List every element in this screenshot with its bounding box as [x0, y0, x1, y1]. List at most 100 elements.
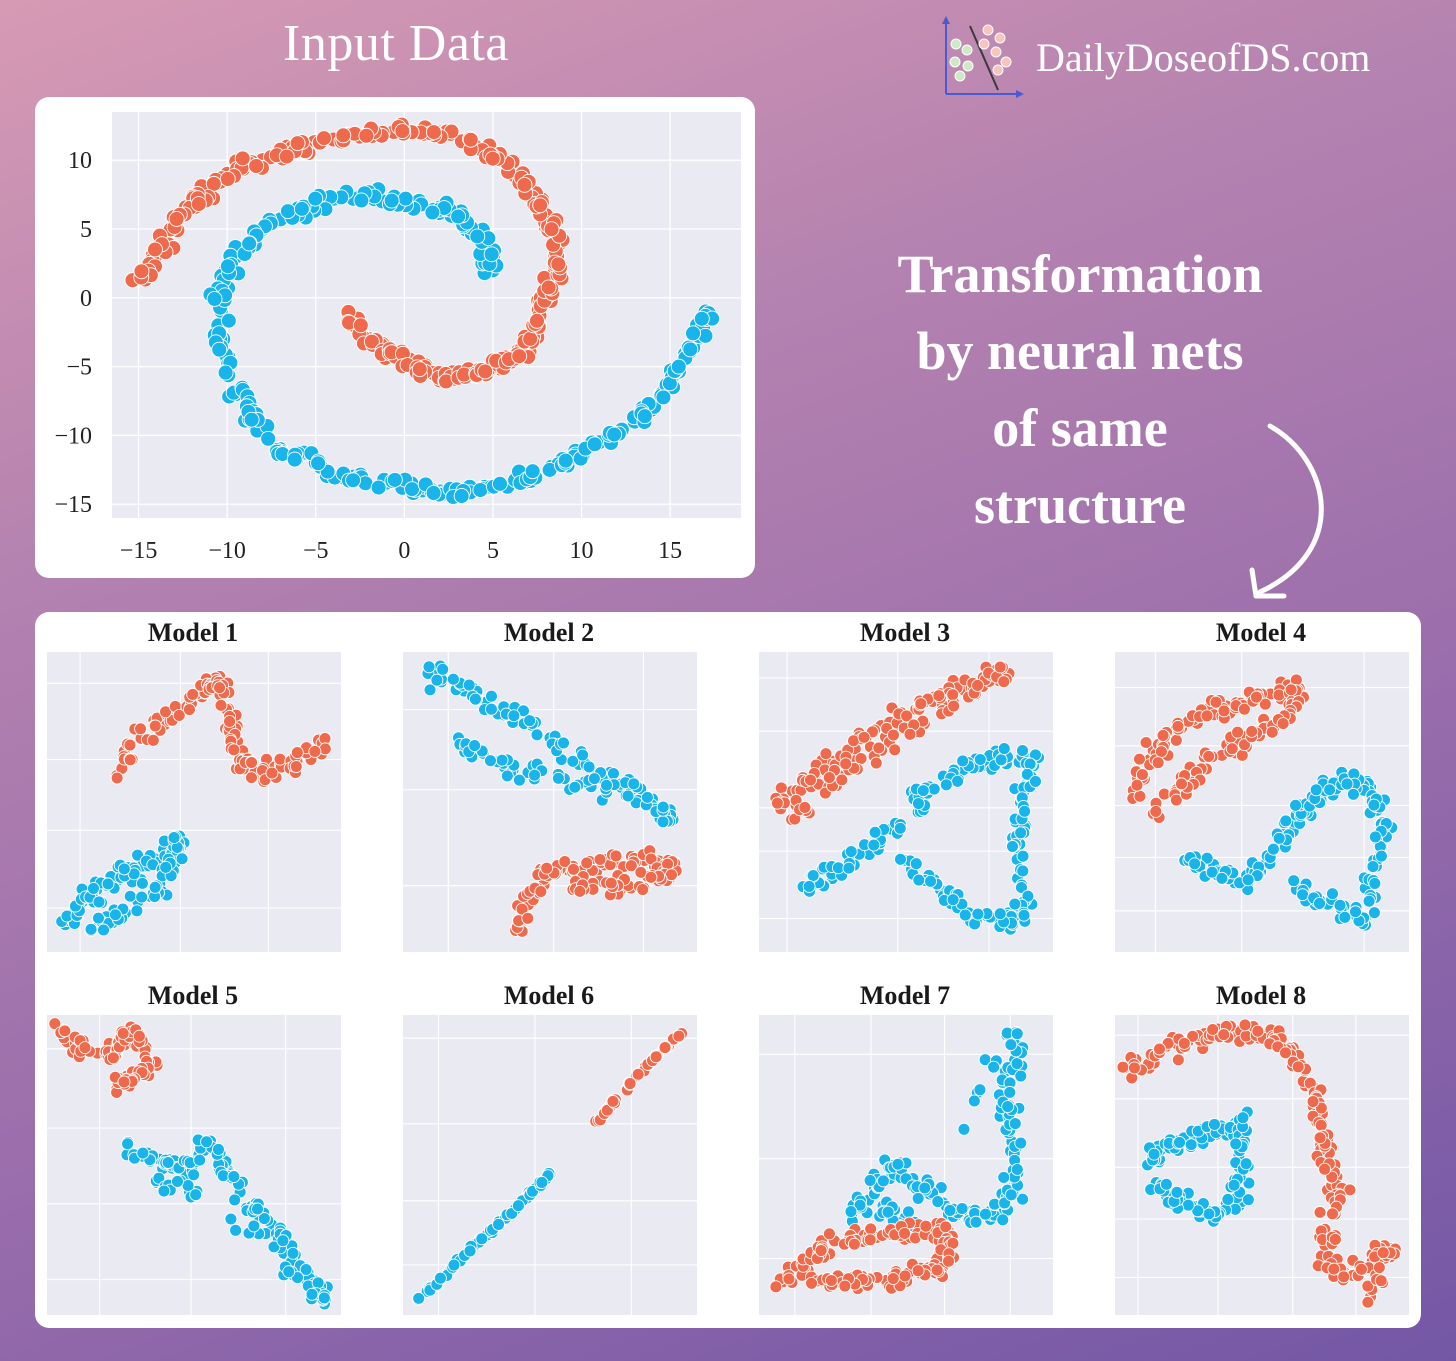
model-5-series-2-sample [267, 1240, 281, 1254]
model-8-series-1-sample [1291, 1060, 1305, 1074]
model-4-series-2-sample [1279, 814, 1293, 828]
model-7-series-2-sample [911, 1264, 925, 1278]
model-3-series-2-sample [927, 782, 941, 796]
model-8-title: Model 8 [1215, 981, 1307, 1010]
model-3-series-1-sample [888, 743, 902, 757]
model-1-series-1-sample [289, 760, 303, 773]
model-2-chart [403, 652, 697, 952]
model-4-series-2-sample [1323, 783, 1337, 797]
model-7-series-1-sample [1001, 1100, 1015, 1114]
model-5-series-2-sample [247, 1219, 261, 1233]
input-series-1-sample [234, 150, 251, 167]
model-6-series-2-sample [535, 1175, 549, 1189]
model-3-chart [759, 652, 1053, 952]
x-tick-label: 0 [398, 538, 410, 564]
model-8-series-1-sample [1327, 1262, 1341, 1276]
y-tick-label: 0 [80, 286, 92, 312]
model-6-series-1-sample [623, 1077, 637, 1090]
model-4-series-2-sample [1368, 876, 1382, 890]
model-7-series-1-sample [1003, 1085, 1017, 1099]
input-series-1-sample [394, 123, 411, 140]
model-7-series-2-sample [814, 1244, 828, 1257]
model-4-series-1-sample [1133, 752, 1146, 766]
model-8-series-2-sample [1159, 1177, 1173, 1191]
model-4-series-1-sample [1200, 709, 1214, 723]
model-2-series-1-sample [500, 769, 514, 783]
model-4-series-2-sample [1241, 873, 1255, 887]
model-7-series-1-sample [1014, 1136, 1028, 1150]
model-8-series-1-sample [1361, 1295, 1375, 1309]
model-5-series-2-sample [311, 1276, 325, 1290]
model-6-series-2-sample [475, 1232, 489, 1246]
model-7-series-1-sample [1016, 1192, 1030, 1206]
input-data-chart: −15 −10 −5 0 5 10 15 10 5 0 −5 −10 −15 [54, 112, 741, 564]
model-1-series-1-sample [290, 746, 304, 760]
input-series-1-sample [462, 131, 479, 148]
model-1-series-2-sample [92, 895, 106, 909]
model-1-series-2-sample [87, 881, 100, 895]
model-7-series-1-sample [844, 1205, 858, 1219]
model-7-chart [759, 1015, 1053, 1315]
model-4-series-1-sample [1149, 805, 1163, 818]
model-8-series-2-sample [1229, 1137, 1243, 1151]
model-2-series-1-sample [528, 768, 541, 782]
model-2-series-2-sample [534, 885, 548, 898]
model-8-series-2-sample [1208, 1118, 1221, 1131]
model-4-series-1-sample [1249, 690, 1263, 704]
model-8-series-1-sample [1372, 1261, 1386, 1275]
model-4-series-1-sample [1245, 724, 1259, 738]
model-4-series-2-sample [1205, 865, 1219, 879]
model-2-series-1-sample [512, 773, 526, 787]
input-data-panel: −15 −10 −5 0 5 10 15 10 5 0 −5 −10 −15 [35, 97, 755, 578]
model-2-series-1-sample [436, 662, 450, 676]
model-1-series-2-sample [135, 876, 149, 890]
model-8-chart [1115, 1015, 1409, 1315]
model-4-series-1-sample [1265, 725, 1279, 739]
model-3-series-2-sample [958, 908, 972, 922]
model-7-series-1-sample [863, 1174, 877, 1187]
model-3-series-2-sample [994, 753, 1008, 767]
input-series-2-sample [206, 291, 223, 307]
model-3-series-2-sample [1008, 897, 1022, 911]
model-8-series-1-sample [1354, 1262, 1368, 1276]
model-3-series-1-sample [993, 660, 1007, 674]
model-2-series-2-sample [521, 911, 535, 925]
model-2-series-1-sample [576, 748, 590, 762]
input-series-1-sample [363, 333, 380, 350]
model-1-series-2-sample [159, 860, 173, 874]
model-5-series-2-sample [251, 1202, 264, 1216]
model-1-series-2-sample [92, 911, 105, 925]
model-5-series-2-sample [189, 1188, 203, 1202]
model-7-series-2-sample [838, 1279, 852, 1293]
model-3-series-2-sample [971, 907, 985, 921]
model-3-title: Model 3 [859, 618, 951, 647]
model-7-series-2-sample [930, 1263, 944, 1277]
model-3-series-2-sample [1018, 804, 1032, 818]
model-3-series-2-sample [956, 754, 970, 768]
model-7-series-1-sample [1014, 1069, 1028, 1083]
model-5-series-2-sample [299, 1263, 313, 1276]
brand[interactable]: DailyDoseofDS.com [940, 16, 1440, 100]
input-series-1-sample [190, 196, 207, 212]
model-7-series-1-sample [1008, 1117, 1022, 1131]
model-3-series-2-sample [844, 845, 858, 858]
model-4-series-2-sample [1266, 842, 1280, 856]
input-series-1-sample [411, 361, 428, 378]
model-4-series-2-sample [1296, 888, 1310, 902]
x-tick-label: 15 [658, 538, 682, 564]
model-3-series-2-sample [1016, 864, 1030, 878]
input-series-2-sample [685, 325, 701, 342]
model-4-series-2-sample [1338, 910, 1352, 924]
model-8-series-2-sample [1170, 1185, 1184, 1199]
model-8-series-1-sample [1217, 1028, 1231, 1042]
model-3-series-2-sample [1014, 826, 1028, 840]
model-3-series-2-sample [946, 893, 960, 907]
model-8-series-1-sample [1153, 1042, 1166, 1056]
input-series-2-sample [353, 192, 370, 209]
model-3-series-1-sample [900, 709, 914, 723]
input-series-2-sample [345, 472, 362, 489]
model-7-series-2-sample [898, 1226, 912, 1240]
model-7-series-1-sample [997, 1170, 1011, 1184]
model-5-series-2-sample [228, 1193, 242, 1207]
model-2-series-1-sample [495, 753, 509, 767]
